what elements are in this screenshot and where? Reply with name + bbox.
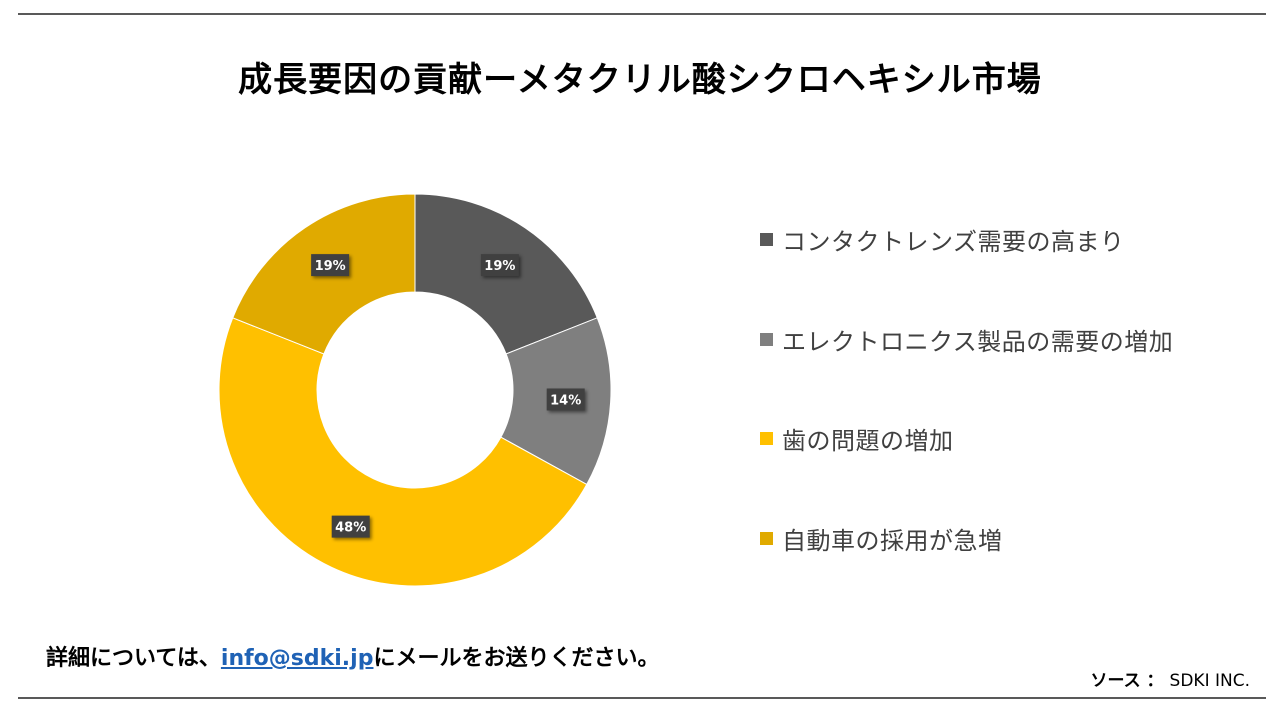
source-credit: ソース ： SDKI INC. <box>1090 666 1250 691</box>
contact-note: 詳細については、info@sdki.jpにメールをお送りください。 <box>46 640 659 672</box>
data-label-dental: 48% <box>331 515 370 538</box>
data-label-box <box>331 515 370 538</box>
data-label-box <box>480 254 519 277</box>
data-label-text: 19% <box>315 259 346 274</box>
legend-swatch <box>760 333 773 346</box>
top-rule <box>18 13 1266 15</box>
data-label-text: 48% <box>335 521 366 536</box>
legend-label: エレクトロニクス製品の需要の増加 <box>782 328 1174 356</box>
source-label: ソース ： <box>1090 671 1164 691</box>
legend-swatch <box>760 432 773 445</box>
legend-label: 歯の問題の増加 <box>782 427 954 455</box>
contact-email-link[interactable]: info@sdki.jp <box>220 646 374 671</box>
data-label-box <box>311 254 350 277</box>
legend-item-automotive: 自動車の採用が急増 <box>760 521 1003 556</box>
chart-title: 成長要因の貢献ーメタクリル酸シクロヘキシル市場 <box>238 60 1042 100</box>
donut-chart: 19% 14% 48% 19% <box>218 193 612 587</box>
contact-note-prefix: 詳細については、 <box>46 646 221 671</box>
data-label-electronics: 14% <box>546 388 585 411</box>
legend-swatch <box>760 532 773 545</box>
contact-note-suffix: にメールをお送りください。 <box>373 646 660 671</box>
legend-item-electronics: エレクトロニクス製品の需要の増加 <box>760 322 1173 357</box>
source-value: SDKI INC. <box>1169 671 1250 691</box>
data-label-automotive: 19% <box>311 254 350 277</box>
bottom-rule <box>18 697 1266 699</box>
legend-item-dental: 歯の問題の増加 <box>760 421 954 456</box>
data-label-text: 14% <box>550 393 581 408</box>
legend-label: コンタクトレンズ需要の高まり <box>782 228 1125 256</box>
data-label-box <box>546 388 585 411</box>
legend-item-contact-lens: コンタクトレンズ需要の高まり <box>760 222 1125 257</box>
data-label-text: 19% <box>484 259 515 274</box>
slice-dental <box>218 317 588 587</box>
legend-label: 自動車の採用が急増 <box>782 527 1003 555</box>
data-label-contact-lens: 19% <box>480 254 519 277</box>
legend-swatch <box>760 233 773 246</box>
